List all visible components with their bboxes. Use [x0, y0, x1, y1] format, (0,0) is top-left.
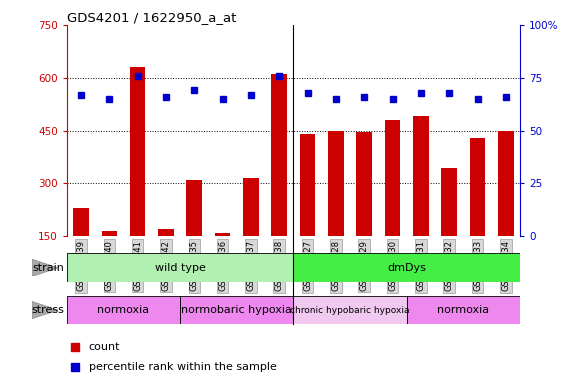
Polygon shape	[32, 301, 58, 319]
Bar	[293, 296, 407, 324]
Bar	[102, 231, 117, 236]
Text: GDS4201 / 1622950_a_at: GDS4201 / 1622950_a_at	[67, 11, 236, 24]
Text: GSM398841: GSM398841	[133, 240, 142, 291]
Text: GSM398834: GSM398834	[501, 240, 510, 291]
Text: normobaric hypoxia: normobaric hypoxia	[181, 305, 292, 315]
Bar	[187, 180, 202, 236]
Text: dmDys: dmDys	[388, 263, 426, 273]
Bar	[215, 233, 231, 236]
Text: GSM398836: GSM398836	[218, 240, 227, 291]
Text: GSM398832: GSM398832	[444, 240, 454, 291]
Bar	[158, 229, 174, 236]
Text: count: count	[88, 342, 120, 352]
Bar	[413, 116, 429, 236]
Bar	[498, 131, 514, 236]
Bar	[67, 253, 293, 282]
Text: stress: stress	[31, 305, 64, 315]
Text: GSM398838: GSM398838	[275, 240, 284, 291]
Bar	[328, 131, 344, 236]
Bar	[67, 296, 180, 324]
Bar	[407, 296, 520, 324]
Polygon shape	[32, 259, 58, 276]
Text: GSM398828: GSM398828	[331, 240, 340, 291]
Bar	[356, 132, 372, 236]
Text: GSM398837: GSM398837	[246, 240, 256, 291]
Text: GSM398842: GSM398842	[162, 240, 170, 291]
Text: strain: strain	[32, 263, 64, 273]
Text: chronic hypobaric hypoxia: chronic hypobaric hypoxia	[290, 306, 410, 314]
Bar	[469, 137, 485, 236]
Text: GSM398829: GSM398829	[360, 240, 369, 291]
Text: GSM398835: GSM398835	[190, 240, 199, 291]
Bar	[271, 74, 287, 236]
Bar	[300, 134, 315, 236]
Bar	[130, 67, 145, 236]
Text: GSM398833: GSM398833	[473, 240, 482, 291]
Text: normoxia: normoxia	[437, 305, 489, 315]
Text: GSM398839: GSM398839	[77, 240, 85, 291]
Bar	[243, 178, 259, 236]
Text: wild type: wild type	[155, 263, 206, 273]
Text: GSM398827: GSM398827	[303, 240, 312, 291]
Bar	[73, 208, 89, 236]
Text: GSM398830: GSM398830	[388, 240, 397, 291]
Text: GSM398831: GSM398831	[417, 240, 425, 291]
Bar	[442, 167, 457, 236]
Text: percentile rank within the sample: percentile rank within the sample	[88, 362, 277, 372]
Bar	[180, 296, 293, 324]
Text: normoxia: normoxia	[98, 305, 149, 315]
Bar	[385, 120, 400, 236]
Bar	[293, 253, 520, 282]
Text: GSM398840: GSM398840	[105, 240, 114, 291]
